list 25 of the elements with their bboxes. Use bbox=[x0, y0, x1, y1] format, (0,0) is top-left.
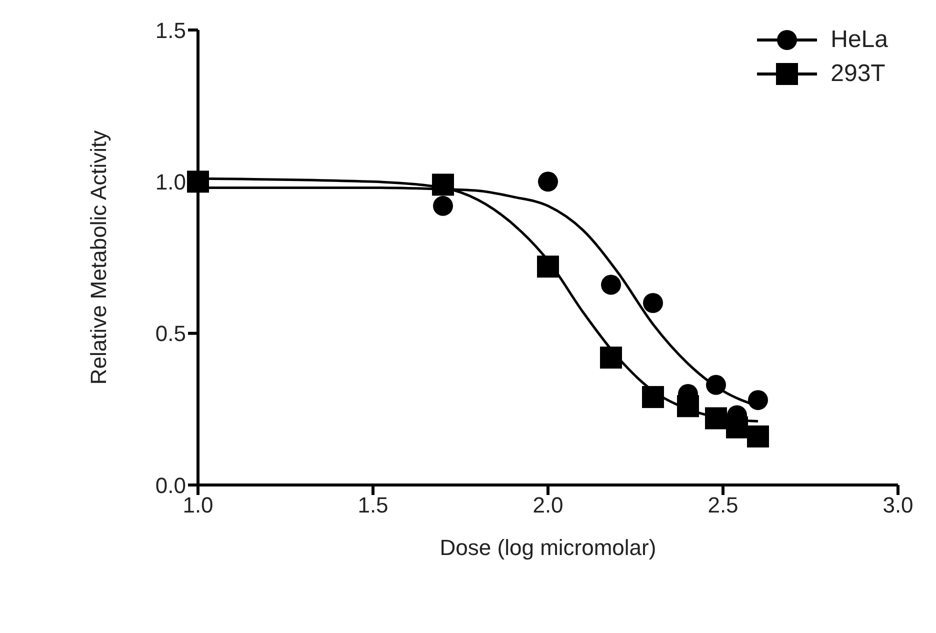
point bbox=[538, 172, 558, 192]
point bbox=[432, 174, 454, 196]
x-axis-title: Dose (log micromolar) bbox=[440, 535, 656, 560]
point bbox=[748, 390, 768, 410]
point bbox=[601, 274, 621, 295]
point bbox=[706, 374, 726, 395]
x-tick-label: 2.0 bbox=[532, 492, 564, 518]
y-tick-label: 1.5 bbox=[155, 18, 186, 43]
point bbox=[642, 386, 664, 408]
y-axis-title: Relative Metabolic Activity bbox=[86, 130, 111, 385]
x-tick-label: 1.5 bbox=[358, 492, 388, 518]
point bbox=[187, 170, 209, 193]
point bbox=[677, 395, 699, 418]
point bbox=[643, 293, 663, 313]
point bbox=[747, 425, 769, 448]
point bbox=[537, 256, 559, 278]
legend-label: 293T bbox=[830, 60, 886, 88]
x-tick-label: 3.0 bbox=[882, 492, 914, 518]
point bbox=[600, 346, 622, 369]
y-tick-label: 1.0 bbox=[155, 169, 186, 194]
point bbox=[705, 407, 727, 430]
y-tick-label: 0.5 bbox=[155, 321, 186, 346]
legend-label: HeLa bbox=[830, 26, 888, 54]
point bbox=[433, 196, 453, 216]
x-tick-label: 2.5 bbox=[708, 492, 738, 518]
